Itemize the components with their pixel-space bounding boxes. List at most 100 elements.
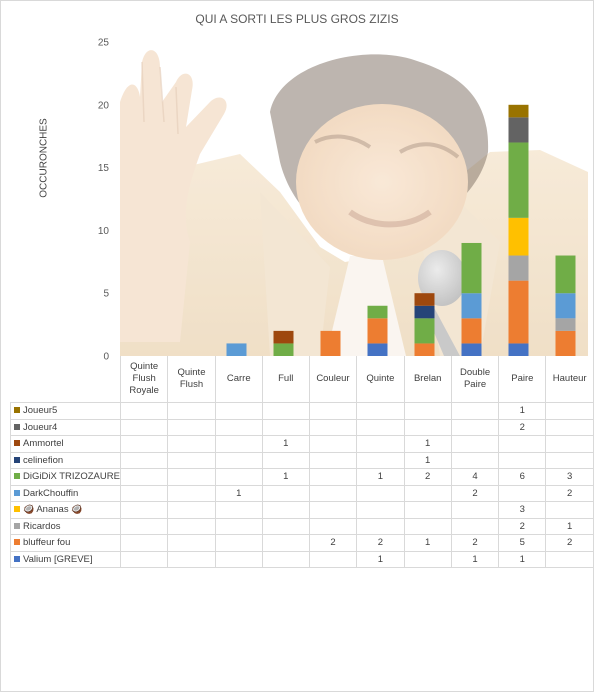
legend-label: bluffeur fou [23,537,71,549]
y-tick-label: 5 [103,289,109,300]
data-label [498,451,547,469]
data-label [308,418,358,436]
y-tick-label: 15 [98,163,110,174]
category-label-line: Brelan [413,373,442,384]
data-label: 2 [403,468,452,486]
data-label [214,468,263,486]
legend-swatch [14,522,20,529]
data-label: 4 [450,468,500,486]
data-label [119,501,169,519]
data-label [545,451,594,469]
data-label [261,451,310,469]
legend-label: Joueur4 [23,421,58,433]
legend-entry: celinefion [10,451,121,469]
data-label: 1 [356,468,405,486]
data-label [545,402,594,420]
data-label [403,484,452,502]
data-label [167,517,216,535]
legend-swatch [14,456,20,463]
data-label [403,501,452,519]
table-row: Ammortel 1 1 [10,435,594,453]
data-label [261,484,310,502]
data-label: 2 [545,484,594,502]
bar-segment [461,343,482,356]
data-label [403,517,452,535]
data-label [119,484,169,502]
bar-segment [414,293,435,306]
table-corner-cell [10,356,121,403]
category-label-line: Double [460,367,491,378]
data-label [119,451,169,469]
background-photo-drawing [120,42,588,356]
data-label [356,501,405,519]
data-label: 1 [403,451,452,469]
data-label [167,451,216,469]
category-label: Brelan [403,356,452,403]
category-label-line: Flush [179,379,204,390]
legend-entry: DiGiDiX TRIZOZAURE [10,468,121,486]
data-label [308,435,358,453]
bar-segment [320,330,341,356]
bar-segment [555,330,576,356]
data-label: 1 [450,550,500,568]
data-label [308,501,358,519]
data-label [308,517,358,535]
category-label-line: Hauteur [552,373,587,384]
data-label: 3 [545,468,594,486]
data-label [167,468,216,486]
category-label-line: Carre [226,373,251,384]
data-label [261,402,310,420]
data-label [403,550,452,568]
legend-entry: 🥥 Ananas 🥥 [10,501,121,519]
legend-swatch [14,489,20,496]
legend-label: Valium [GREVE] [23,553,93,565]
data-label [356,484,405,502]
data-label: 1 [403,534,452,552]
bar-segments [226,104,576,356]
data-label [450,451,500,469]
table-row: Joueur5 1 [10,402,594,420]
data-label [450,418,500,436]
data-label [403,418,452,436]
data-label: 2 [450,484,500,502]
bar-segment [461,242,482,294]
data-label [214,550,263,568]
bar-segment [555,318,576,331]
bar-segment [273,343,294,356]
category-label: Full [261,356,310,403]
category-label-line: Quinte [177,367,206,378]
legend-label: DiGiDiX TRIZOZAURE [23,471,120,483]
data-label [261,418,310,436]
category-label-line: Quinte [366,373,395,384]
category-label-line: Paire [511,373,534,384]
data-label [545,550,594,568]
data-label: 1 [261,435,310,453]
data-label: 6 [498,468,547,486]
data-label [308,484,358,502]
y-tick-label: 20 [98,100,110,111]
legend-swatch [14,440,20,447]
data-label [545,418,594,436]
table-row: bluffeur fou 2 2 1 2 5 2 [10,534,594,552]
data-table: Quinte Flush Royale Quinte Flush Carre Full Cou… [10,356,594,568]
data-label [119,550,169,568]
data-label [167,402,216,420]
data-label: 1 [356,550,405,568]
table-row: 🥥 Ananas 🥥 3 [10,501,594,519]
category-label: Couleur [308,356,358,403]
bar-segment [508,255,529,281]
category-label: Quinte Flush Royale [119,356,169,403]
category-label: Quinte [356,356,405,403]
bar-segment [414,305,435,319]
bar-segment [555,255,576,294]
data-label [214,451,263,469]
category-label: Quinte Flush [167,356,216,403]
data-label [167,484,216,502]
data-label [167,501,216,519]
data-label [167,534,216,552]
data-label [214,501,263,519]
data-label [214,435,263,453]
bar-segment [508,343,529,356]
legend-entry: Valium [GREVE] [10,550,121,568]
